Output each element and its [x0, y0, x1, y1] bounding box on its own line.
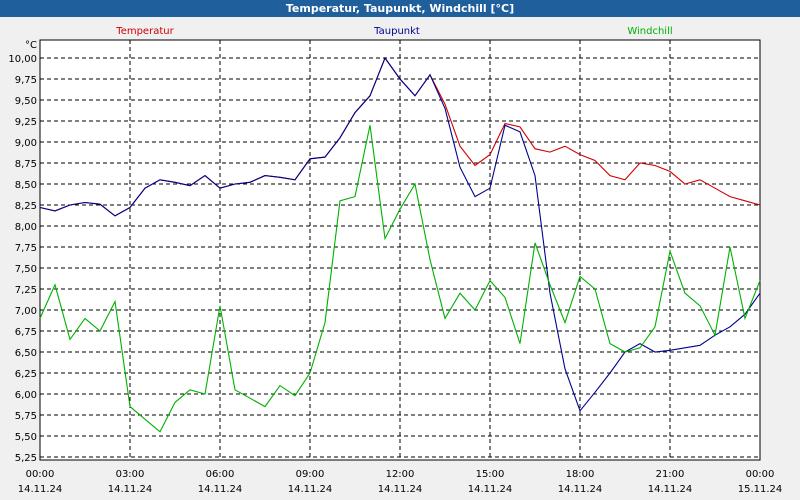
legend-item-temperatur: Temperatur: [115, 26, 174, 37]
x-tick-time: 06:00: [206, 469, 235, 480]
y-tick-label: 7,25: [15, 285, 37, 296]
legend: Temperatur Taupunkt Windchill: [115, 26, 672, 37]
series-lines: [39, 56, 761, 433]
y-axis-ticks: 10,00 9,75 9,50 9,25 9,00 8,75 8,50 8,25 8,00 7,7…: [8, 54, 37, 464]
x-tick-date: 15.11.24: [738, 484, 783, 495]
x-tick-date: 14.11.24: [648, 484, 693, 495]
x-tick-time: 03:00: [116, 469, 145, 480]
x-tick-date: 14.11.24: [288, 484, 333, 495]
y-tick-label: 9,25: [15, 117, 37, 128]
y-tick-label: 9,75: [15, 75, 37, 86]
y-tick-label: 7,50: [15, 264, 37, 275]
y-tick-label: 6,50: [15, 348, 37, 359]
y-tick-label: 7,75: [15, 243, 37, 254]
series-line-windchill: [39, 125, 761, 433]
legend-item-taupunkt: Taupunkt: [373, 26, 420, 37]
y-tick-label: 6,00: [15, 390, 37, 401]
x-tick-time: 00:00: [746, 469, 775, 480]
x-tick-date: 14.11.24: [378, 484, 423, 495]
x-tick-date: 14.11.24: [558, 484, 603, 495]
grid-lines: [40, 40, 760, 460]
y-tick-label: 10,00: [8, 54, 37, 65]
x-tick-time: 18:00: [566, 469, 595, 480]
y-tick-label: 8,00: [15, 222, 37, 233]
x-axis-ticks: 00:00 14.11.24 03:00 14.11.24 06:00 14.11.24 0…: [18, 469, 783, 495]
y-tick-label: 5,75: [15, 411, 37, 422]
x-tick-date: 14.11.24: [468, 484, 513, 495]
x-tick-date: 14.11.24: [18, 484, 63, 495]
y-tick-label: 6,25: [15, 369, 37, 380]
y-tick-label: 5,50: [15, 432, 37, 443]
y-tick-label: 6,75: [15, 327, 37, 338]
y-tick-label: 8,50: [15, 180, 37, 191]
x-tick-date: 14.11.24: [198, 484, 243, 495]
y-tick-label: 7,00: [15, 306, 37, 317]
y-tick-label: 9,50: [15, 96, 37, 107]
x-tick-time: 12:00: [386, 469, 415, 480]
x-tick-time: 00:00: [26, 469, 55, 480]
y-tick-label: 5,25: [15, 453, 37, 464]
y-tick-label: 8,25: [15, 201, 37, 212]
y-axis-unit: °C: [25, 40, 37, 51]
x-tick-time: 15:00: [476, 469, 505, 480]
chart-title: Temperatur, Taupunkt, Windchill [°C]: [0, 0, 800, 17]
y-tick-label: 8,75: [15, 159, 37, 170]
x-tick-date: 14.11.24: [108, 484, 153, 495]
legend-item-windchill: Windchill: [627, 26, 672, 37]
x-tick-time: 09:00: [296, 469, 325, 480]
series-line-taupunkt: [39, 56, 761, 412]
x-tick-time: 21:00: [656, 469, 685, 480]
y-tick-label: 9,00: [15, 138, 37, 149]
